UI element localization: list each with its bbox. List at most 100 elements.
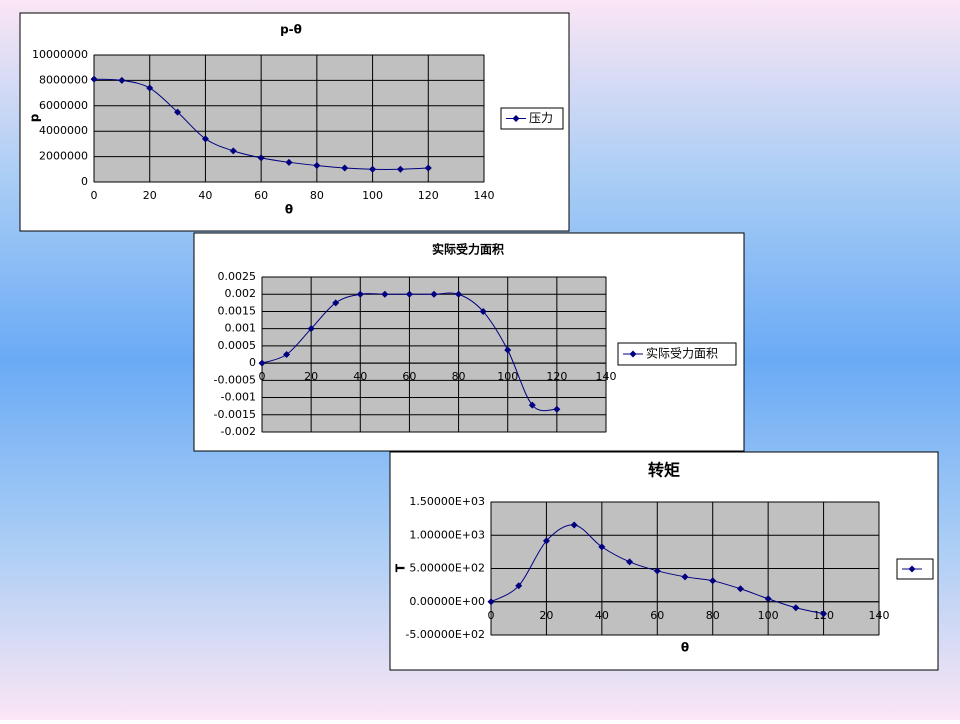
- point: [146, 84, 154, 92]
- x-tick-label: 0: [91, 189, 98, 202]
- y-tick-label: 10000000: [32, 48, 88, 61]
- point: [424, 164, 432, 172]
- y-tick-label: 0.0015: [218, 304, 257, 317]
- point: [201, 135, 209, 143]
- point: [487, 598, 495, 606]
- point: [681, 573, 689, 581]
- point: [285, 158, 293, 166]
- point: [515, 582, 523, 590]
- y-tick-label: 6000000: [39, 99, 88, 112]
- plot-area: [261, 276, 607, 433]
- point: [626, 558, 634, 566]
- x-tick-label: 60: [254, 189, 268, 202]
- legend-marker: [629, 350, 637, 358]
- x-tick-label: 140: [869, 609, 890, 622]
- point: [229, 147, 237, 155]
- x-tick-label: 60: [402, 370, 416, 383]
- point: [369, 165, 377, 173]
- y-tick-label: 2000000: [39, 150, 88, 163]
- point: [307, 325, 315, 333]
- y-tick-label: -0.002: [221, 425, 256, 438]
- point: [430, 290, 438, 298]
- x-tick-label: 60: [650, 609, 664, 622]
- x-tick-label: 0: [259, 370, 266, 383]
- x-tick-label: 100: [758, 609, 779, 622]
- x-axis-label: θ: [285, 203, 293, 217]
- y-tick-label: 8000000: [39, 73, 88, 86]
- y-tick-label: 4000000: [39, 124, 88, 137]
- point: [528, 401, 536, 409]
- legend-box: [500, 107, 564, 130]
- point: [736, 585, 744, 593]
- point: [118, 76, 126, 84]
- y-tick-label: -0.0015: [214, 408, 256, 421]
- point: [356, 290, 364, 298]
- point: [598, 543, 606, 551]
- y-tick-label: 0.001: [225, 322, 257, 335]
- x-tick-label: 140: [474, 189, 495, 202]
- point: [283, 351, 291, 358]
- y-tick-label: 5.00000E+02: [409, 562, 485, 575]
- x-tick-label: 40: [353, 370, 367, 383]
- y-tick-label: 0.0025: [218, 270, 257, 283]
- x-tick-label: 120: [546, 370, 567, 383]
- legend-marker: [908, 565, 916, 573]
- y-tick-label: -0.001: [221, 391, 256, 404]
- x-tick-label: 20: [304, 370, 318, 383]
- y-tick-label: 1.00000E+03: [409, 528, 485, 541]
- point: [332, 299, 340, 307]
- point: [405, 290, 413, 298]
- x-tick-label: 120: [418, 189, 439, 202]
- point: [820, 610, 828, 618]
- point: [455, 290, 463, 298]
- point: [90, 75, 98, 83]
- legend-marker: [512, 115, 520, 122]
- chart-title: 转矩: [648, 461, 680, 480]
- legend-label: 压力: [529, 111, 553, 125]
- point: [396, 165, 404, 173]
- point: [174, 108, 182, 116]
- y-tick-label: -5.00000E+02: [405, 628, 485, 641]
- legend-box: [617, 342, 737, 366]
- y-tick-label: 0: [249, 356, 256, 369]
- y-axis-label: p: [28, 113, 42, 122]
- x-axis-label: θ: [681, 641, 689, 655]
- x-tick-label: 40: [198, 189, 212, 202]
- point: [341, 164, 349, 172]
- point: [313, 161, 321, 169]
- x-tick-label: 100: [497, 370, 518, 383]
- point: [542, 537, 550, 545]
- point: [479, 307, 487, 315]
- point: [257, 154, 265, 162]
- x-tick-label: 80: [452, 370, 466, 383]
- x-tick-label: 80: [310, 189, 324, 202]
- point: [709, 577, 717, 585]
- chart-title: 实际受力面积: [432, 242, 504, 257]
- point: [504, 346, 512, 354]
- y-tick-label: 1.50000E+03: [409, 495, 485, 508]
- point: [653, 567, 661, 575]
- y-tick-label: -0.0005: [214, 373, 256, 386]
- x-tick-label: 140: [596, 370, 617, 383]
- x-tick-label: 20: [143, 189, 157, 202]
- point: [258, 359, 266, 367]
- point: [792, 604, 800, 612]
- y-tick-label: 0.0005: [218, 339, 257, 352]
- x-tick-label: 80: [706, 609, 720, 622]
- legend-label: 实际受力面积: [646, 346, 718, 361]
- point: [381, 290, 389, 298]
- y-tick-label: 0: [81, 175, 88, 188]
- chart-title: p-θ: [280, 23, 302, 37]
- x-tick-label: 100: [362, 189, 383, 202]
- point: [764, 595, 772, 603]
- point: [553, 405, 561, 413]
- y-tick-label: 0.002: [225, 287, 257, 300]
- y-tick-label: 0.00000E+00: [409, 595, 485, 608]
- point: [570, 521, 578, 529]
- y-axis-label: T: [394, 563, 408, 572]
- x-tick-label: 20: [539, 609, 553, 622]
- x-tick-label: 0: [488, 609, 495, 622]
- x-tick-label: 40: [595, 609, 609, 622]
